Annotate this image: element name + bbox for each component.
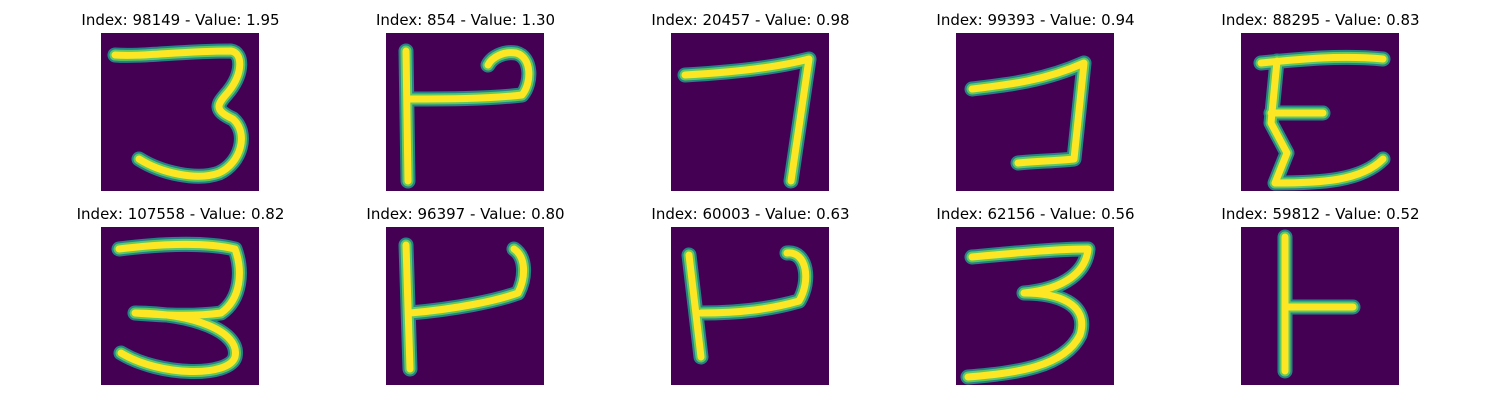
image-panel: Index: 99393 - Value: 0.94 [893,10,1178,191]
p-hook-icon [386,33,544,191]
panel-title: Index: 98149 - Value: 1.95 [81,11,280,29]
three-icon [956,227,1114,385]
t-icon [1241,227,1399,385]
panel-title: Index: 88295 - Value: 0.83 [1221,11,1420,29]
panel-title: Index: 107558 - Value: 0.82 [76,205,285,223]
three-icon [101,33,259,191]
image-panel: Index: 96397 - Value: 0.80 [323,204,608,385]
glyph-stroke [685,249,810,361]
seven-icon [671,33,829,191]
panel-title: Index: 62156 - Value: 0.56 [936,205,1135,223]
three-icon [101,227,259,385]
image-panel: Index: 854 - Value: 1.30 [323,10,608,191]
glyph-stroke [964,245,1092,381]
panel-title: Index: 99393 - Value: 0.94 [936,11,1135,29]
glyph-stroke [402,241,527,373]
glyph-stroke [115,240,243,375]
panel-title: Index: 854 - Value: 1.30 [375,11,556,29]
glyph-stroke [111,47,245,180]
glyph-stroke [402,47,533,185]
p-hook-icon [671,227,829,385]
image-panel: Index: 59812 - Value: 0.52 [1178,204,1463,385]
image-panel: Index: 62156 - Value: 0.56 [893,204,1178,385]
panel-title: Index: 20457 - Value: 0.98 [651,11,850,29]
e-icon [1241,33,1399,191]
image-panel: Index: 98149 - Value: 1.95 [38,10,323,191]
image-panel: Index: 88295 - Value: 0.83 [1178,10,1463,191]
glyph-stroke [1281,233,1357,375]
hook-icon [956,33,1114,191]
panel-title: Index: 96397 - Value: 0.80 [366,205,565,223]
panel-title: Index: 60003 - Value: 0.63 [651,205,850,223]
p-hook-icon [386,227,544,385]
glyph-stroke [1257,53,1387,187]
glyph-stroke [968,59,1088,167]
image-panel: Index: 20457 - Value: 0.98 [608,10,893,191]
image-panel: Index: 107558 - Value: 0.82 [38,204,323,385]
panel-title: Index: 59812 - Value: 0.52 [1221,205,1420,223]
image-panel: Index: 60003 - Value: 0.63 [608,204,893,385]
glyph-stroke [681,55,813,185]
